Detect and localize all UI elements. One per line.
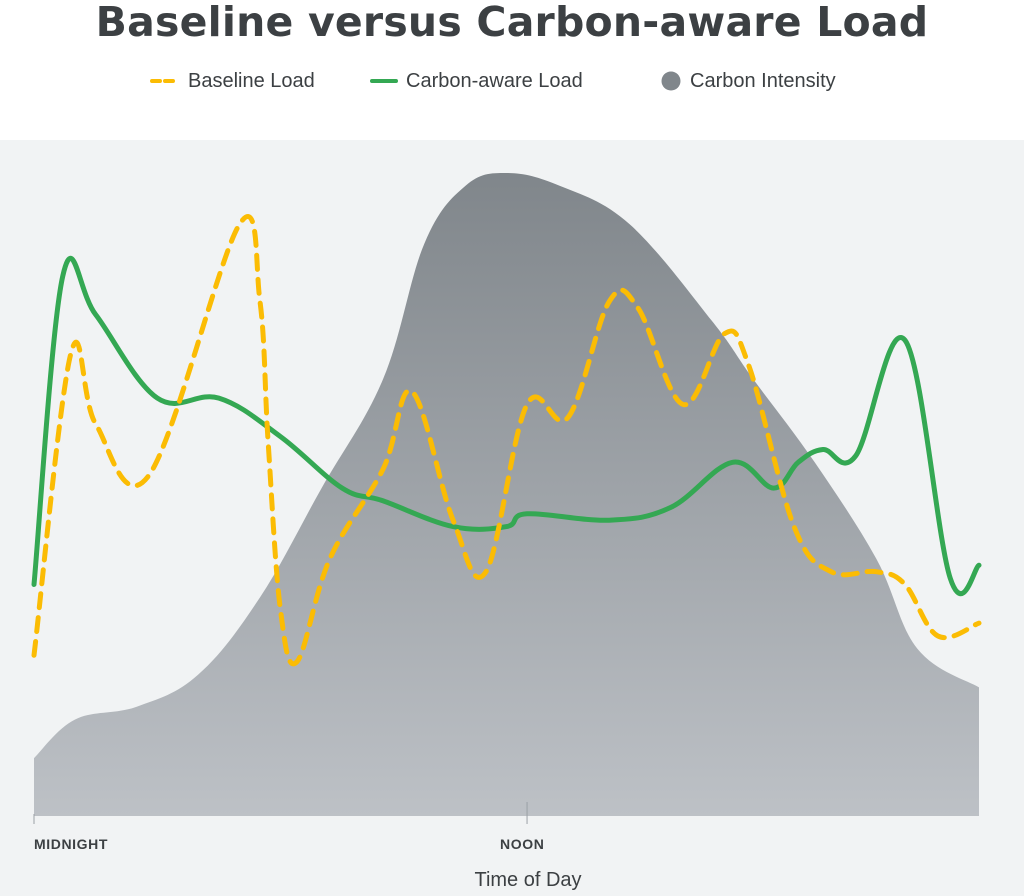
- legend-item-baseline-load: Baseline Load: [150, 66, 315, 96]
- x-axis-title: Time of Day: [474, 869, 582, 891]
- chart-plot-area: [31, 173, 982, 824]
- dashed-line-swatch-icon: [150, 79, 180, 83]
- chart-title: Baseline versus Carbon-aware Load: [95, 0, 929, 46]
- solid-line-swatch-icon: [370, 79, 398, 83]
- carbon-intensity-area: [34, 173, 979, 816]
- legend-label-baseline-load: Baseline Load: [188, 69, 315, 92]
- baseline-load-line: [31, 214, 982, 667]
- legend-item-carbon-intensity: Carbon Intensity: [660, 66, 836, 96]
- x-tick-label-noon: NOON: [500, 836, 545, 852]
- legend-label-carbon-intensity: Carbon Intensity: [690, 69, 836, 92]
- chart-legend: Baseline Load Carbon-aware Load Carbon I…: [0, 66, 1024, 96]
- legend-item-carbon-aware-load: Carbon-aware Load: [370, 66, 583, 96]
- carbon-aware-load-line: [31, 255, 982, 597]
- legend-label-carbon-aware-load: Carbon-aware Load: [406, 69, 583, 92]
- filled-circle-swatch-icon: [661, 71, 681, 91]
- x-tick-label-midnight: MIDNIGHT: [34, 836, 109, 852]
